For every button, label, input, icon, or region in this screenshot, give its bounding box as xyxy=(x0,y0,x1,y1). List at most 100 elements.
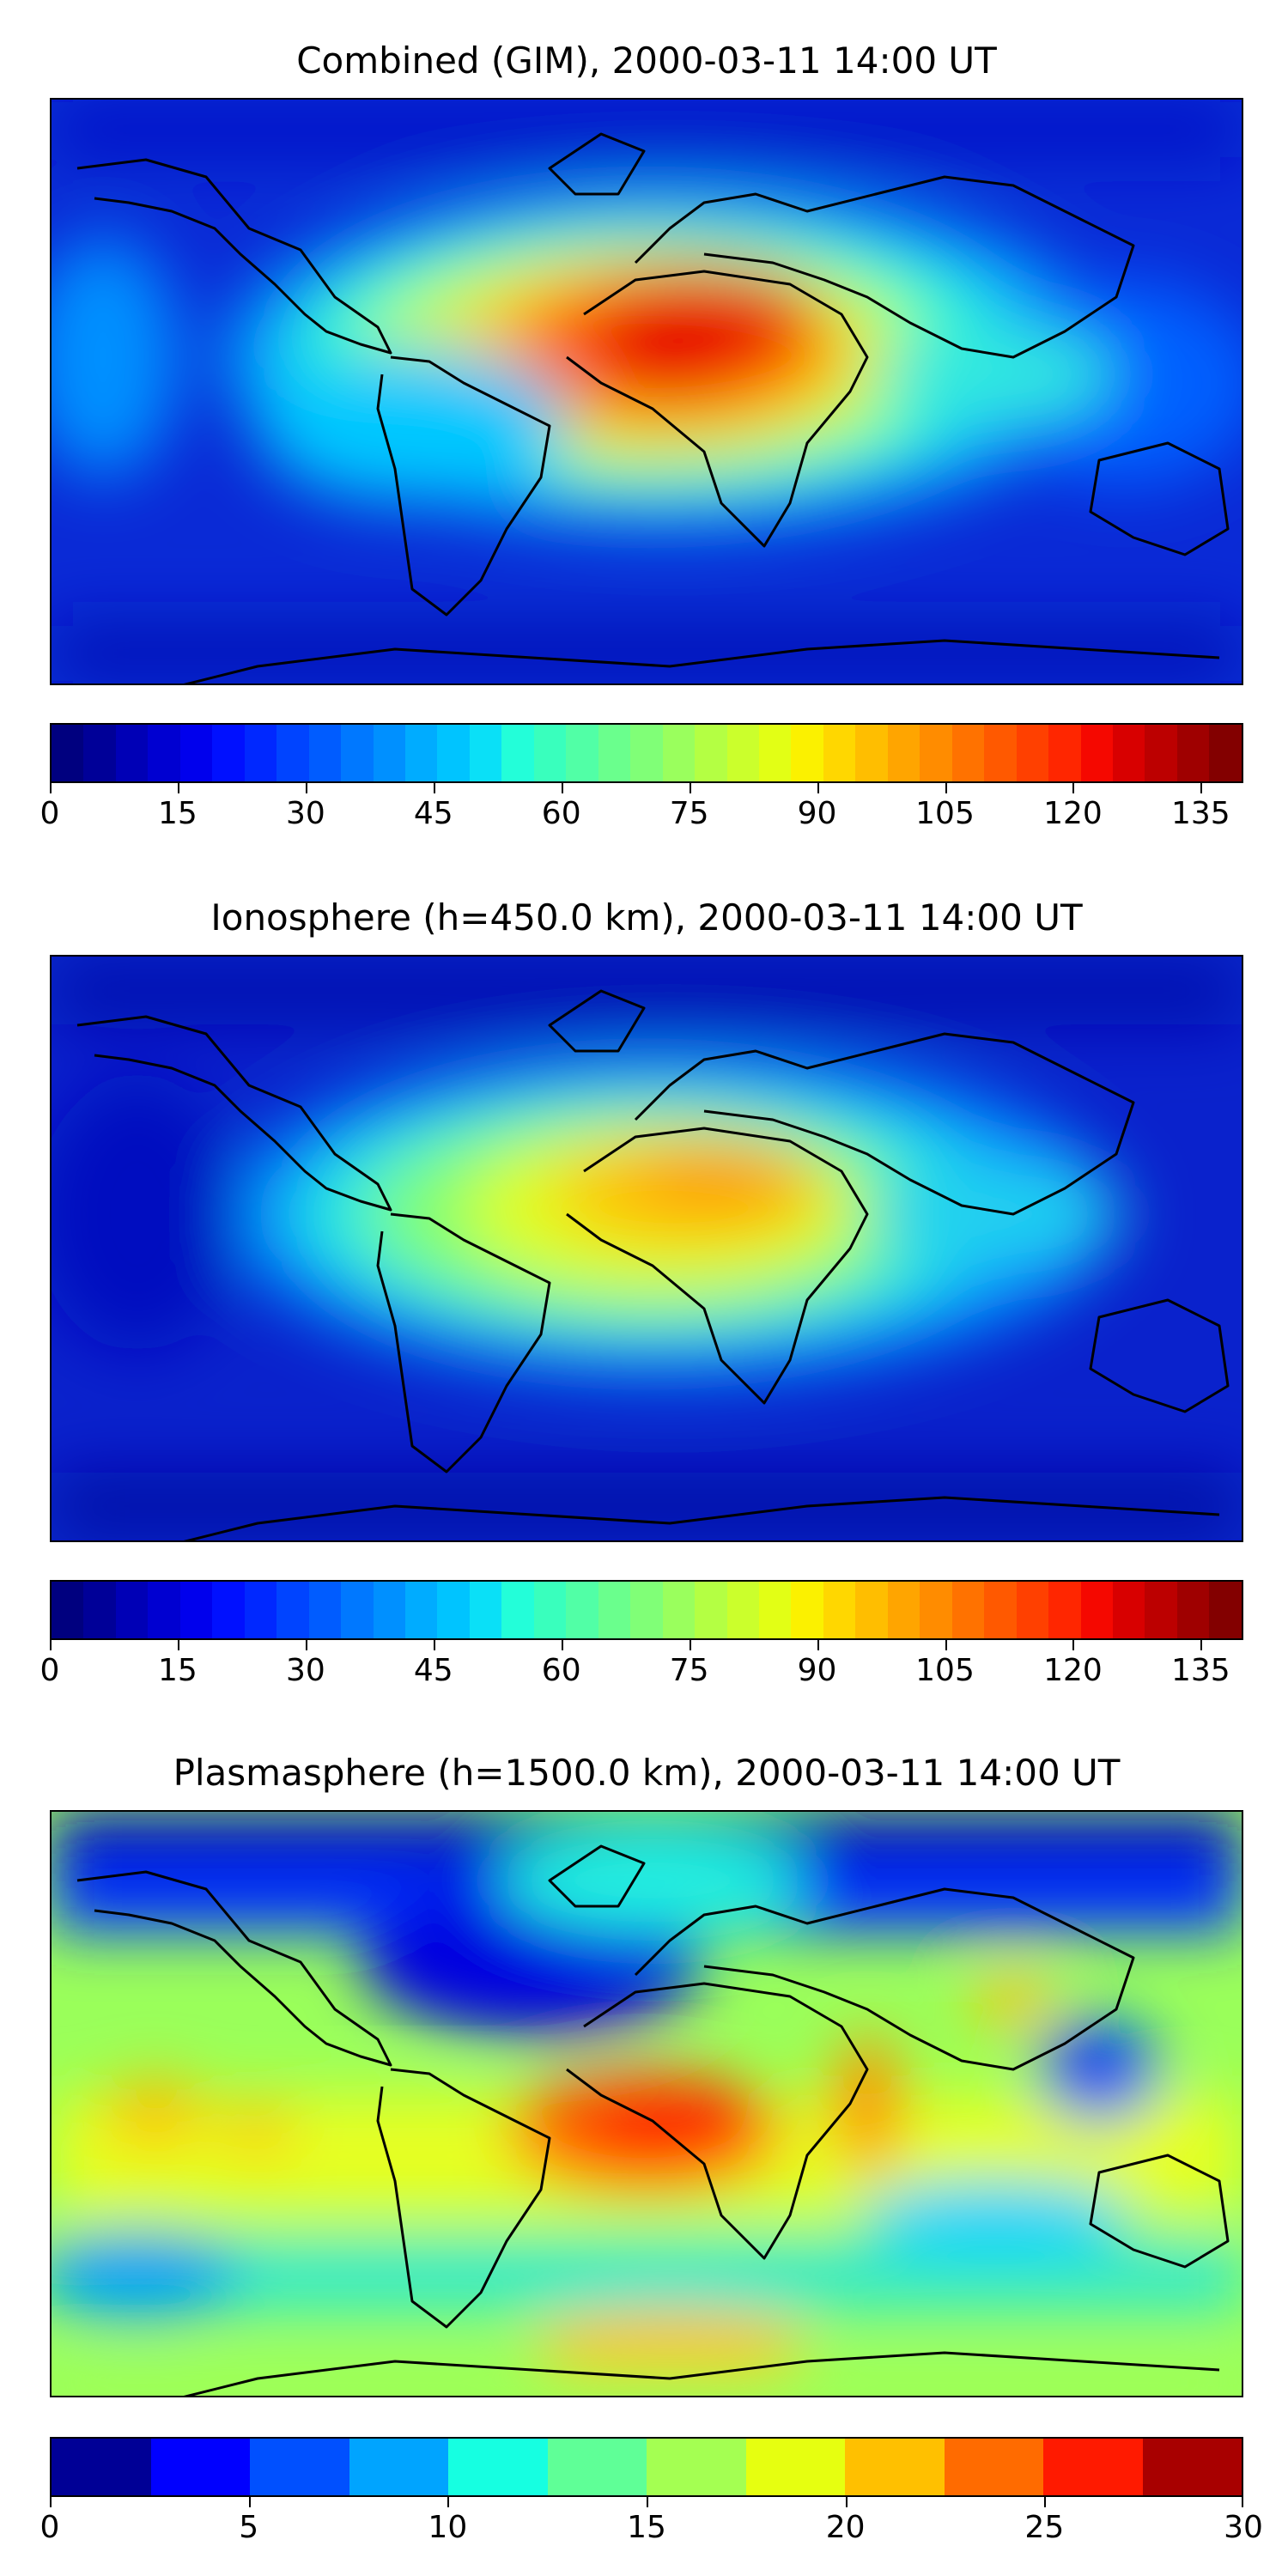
colorbar-segment xyxy=(855,1582,888,1638)
colorbar-tick-label: 15 xyxy=(158,1653,197,1688)
colorbar-tick-label: 75 xyxy=(669,1653,709,1688)
colorbar-segment xyxy=(647,2439,746,2495)
colorbar-segment xyxy=(662,1582,696,1638)
colorbar-segment xyxy=(212,725,245,781)
colorbar-tick xyxy=(845,2497,848,2507)
colorbar-tick-label: 45 xyxy=(413,1653,453,1688)
colorbar-segment xyxy=(179,725,213,781)
colorbar-segment xyxy=(179,1582,213,1638)
colorbar-segment xyxy=(83,725,116,781)
colorbar-segment xyxy=(115,725,149,781)
colorbar-tick xyxy=(433,1640,435,1650)
colorbar-segment xyxy=(533,725,567,781)
colorbar-segment xyxy=(695,725,727,781)
colorbar-segment xyxy=(547,2439,647,2495)
colorbar-segment xyxy=(1209,725,1242,781)
colorbar-tick xyxy=(305,783,307,793)
colorbar-segment xyxy=(1016,1582,1049,1638)
colorbar-tick xyxy=(50,1640,52,1650)
colorbar-segment xyxy=(823,1582,856,1638)
colorbar-segment xyxy=(469,725,502,781)
colorbar-segment xyxy=(1145,725,1177,781)
colorbar-tick-label: 105 xyxy=(915,796,975,831)
colorbar-segment xyxy=(83,1582,116,1638)
colorbar-segment xyxy=(944,2439,1043,2495)
colorbar-segment xyxy=(1176,1582,1210,1638)
colorbar-segment xyxy=(373,1582,405,1638)
colorbar-tick-label: 30 xyxy=(1224,2510,1263,2545)
colorbar-tick-label: 0 xyxy=(39,796,60,831)
colorbar-segment xyxy=(1043,2439,1143,2495)
colorbar-tick xyxy=(945,1640,947,1650)
colorbar-segment xyxy=(566,1582,598,1638)
colorbar-tick xyxy=(1072,783,1075,793)
colorbar-tick xyxy=(689,1640,691,1650)
map-title-combined: Combined (GIM), 2000-03-11 14:00 UT xyxy=(296,39,997,82)
colorbar-segment xyxy=(1048,725,1081,781)
colorbar-tick-label: 135 xyxy=(1170,796,1230,831)
colorbar-tick-label: 5 xyxy=(239,2510,259,2545)
colorbar-tick xyxy=(50,783,52,793)
colorbar-combined xyxy=(50,723,1243,783)
colorbar-tick-label: 15 xyxy=(627,2510,666,2545)
colorbar-segment xyxy=(437,1582,470,1638)
colorbar-segment xyxy=(1048,1582,1081,1638)
colorbar-segment xyxy=(341,1582,374,1638)
colorbar-segment xyxy=(1209,1582,1242,1638)
colorbar-tick xyxy=(177,1640,179,1650)
colorbar-segment xyxy=(984,725,1017,781)
colorbar-tick-label: 45 xyxy=(413,796,453,831)
colorbar-tick-label: 135 xyxy=(1170,1653,1230,1688)
map-title-plasmasphere: Plasmasphere (h=1500.0 km), 2000-03-11 1… xyxy=(173,1752,1121,1794)
colorbar-segment xyxy=(566,725,598,781)
colorbar-tick xyxy=(50,2497,52,2507)
colorbar-segment xyxy=(404,1582,438,1638)
colorbar-segment xyxy=(349,2439,448,2495)
colorbar-segment xyxy=(726,725,759,781)
colorbar-segment xyxy=(115,1582,149,1638)
colorbar-segment xyxy=(469,1582,502,1638)
colorbar-tick-label: 30 xyxy=(285,1653,325,1688)
colorbar-ionosphere xyxy=(50,1580,1243,1640)
colorbar-tick xyxy=(561,1640,563,1650)
map-title-ionosphere: Ionosphere (h=450.0 km), 2000-03-11 14:0… xyxy=(210,896,1083,939)
colorbar-segment xyxy=(758,1582,792,1638)
colorbar-plasmasphere xyxy=(50,2437,1243,2497)
colorbar-segment xyxy=(984,1582,1017,1638)
colorbar-segment xyxy=(533,1582,567,1638)
colorbar-tick-label: 90 xyxy=(797,1653,837,1688)
colorbar-segment xyxy=(1112,725,1145,781)
colorbar-segment xyxy=(1112,1582,1145,1638)
colorbar-segment xyxy=(920,725,952,781)
colorbar-segment xyxy=(695,1582,727,1638)
colorbar-tick-label: 60 xyxy=(541,796,581,831)
colorbar-segment xyxy=(1145,1582,1177,1638)
colorbar-segment xyxy=(501,725,534,781)
colorbar-tick xyxy=(647,2497,648,2507)
colorbar-tick xyxy=(447,2497,450,2507)
colorbar-segment xyxy=(791,725,823,781)
tec-map-ionosphere xyxy=(50,955,1243,1542)
colorbar-tick-label: 0 xyxy=(39,2510,60,2545)
colorbar-ticks-plasmasphere: 0 5 10 15 20 25 30 xyxy=(40,2497,1263,2549)
colorbar-tick xyxy=(248,2497,251,2507)
colorbar-segment xyxy=(630,1582,663,1638)
colorbar-segment xyxy=(951,1582,985,1638)
colorbar-tick-label: 120 xyxy=(1043,1653,1103,1688)
colorbar-segment xyxy=(920,1582,952,1638)
colorbar-segment xyxy=(52,1582,84,1638)
colorbar-tick-label: 20 xyxy=(825,2510,866,2545)
colorbar-segment xyxy=(823,725,856,781)
colorbar-tick xyxy=(1044,2497,1047,2507)
colorbar-ticks-ionosphere: 0 15 30 45 60 75 90 105 120 135 xyxy=(40,1640,1243,1692)
colorbar-tick-label: 0 xyxy=(39,1653,60,1688)
colorbar-segment xyxy=(662,725,696,781)
colorbar-ticks-combined: 0 15 30 45 60 75 90 105 120 135 xyxy=(40,783,1243,835)
colorbar-tick xyxy=(817,1640,819,1650)
colorbar-segment xyxy=(373,725,405,781)
tec-map-plasmasphere xyxy=(50,1810,1243,2397)
colorbar-segment xyxy=(448,2439,548,2495)
colorbar-segment xyxy=(148,1582,180,1638)
colorbar-tick-label: 10 xyxy=(428,2510,468,2545)
colorbar-segment xyxy=(437,725,470,781)
